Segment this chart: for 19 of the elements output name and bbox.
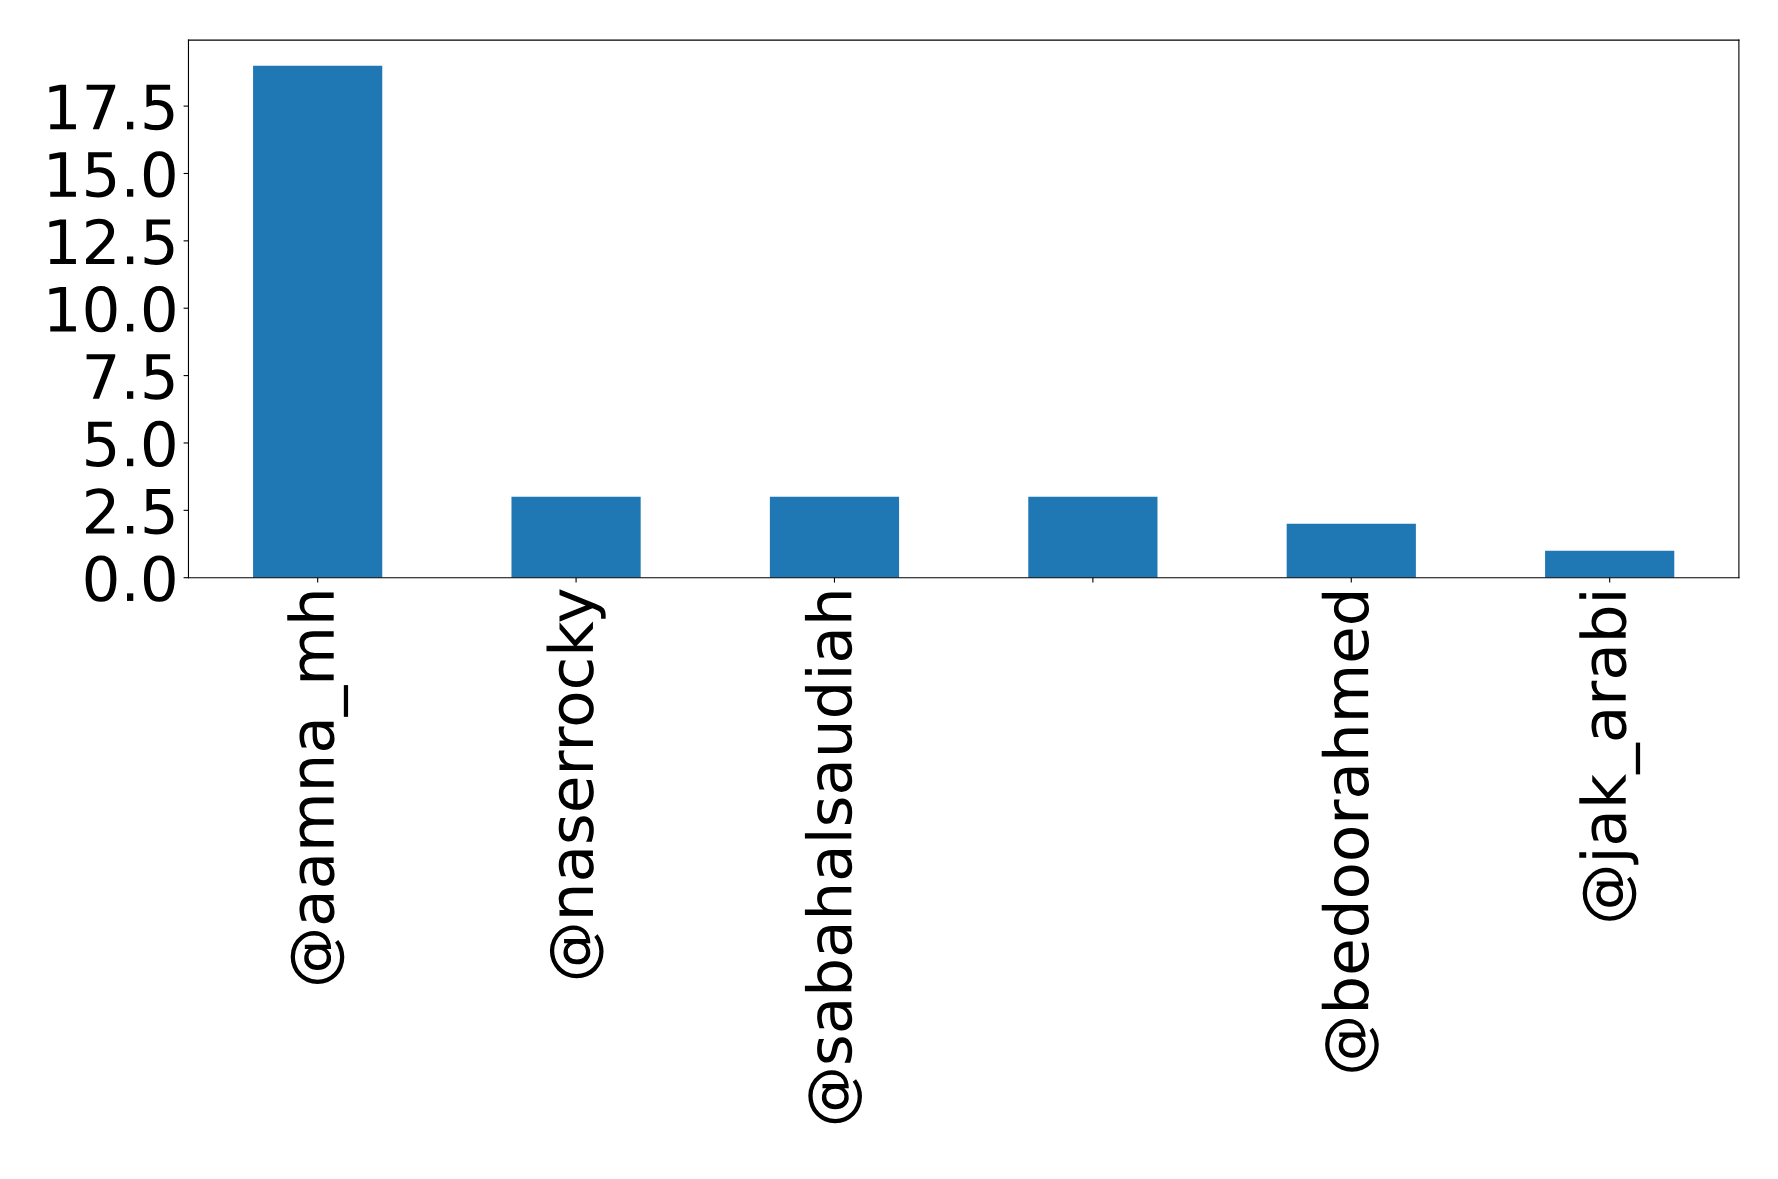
bar xyxy=(1286,523,1416,578)
x-tick-label: @bedoorahmed xyxy=(1321,593,1379,1072)
y-tick-label: 2.5 xyxy=(86,488,174,535)
y-tick-label: 0.0 xyxy=(85,555,175,602)
bar xyxy=(511,496,641,578)
x-tick-label: @jak_arabi xyxy=(1579,593,1641,921)
x-tick-label: @aamna_mh xyxy=(287,592,349,984)
y-tick-label: 10.0 xyxy=(49,286,175,333)
bar xyxy=(1028,496,1158,578)
y-tick-label: 17.5 xyxy=(49,84,174,131)
y-tick-label: 5.0 xyxy=(86,420,175,468)
y-tick-label: 15.0 xyxy=(49,151,175,198)
x-tick-label: @naserrocky xyxy=(546,589,606,979)
y-tick-label: 12.5 xyxy=(49,218,174,265)
bar xyxy=(769,496,900,578)
bar xyxy=(253,65,383,578)
bar xyxy=(1545,550,1675,578)
y-tick-label: 7.5 xyxy=(86,354,174,400)
x-tick-label: @sabahalsaudiah xyxy=(804,592,862,1124)
